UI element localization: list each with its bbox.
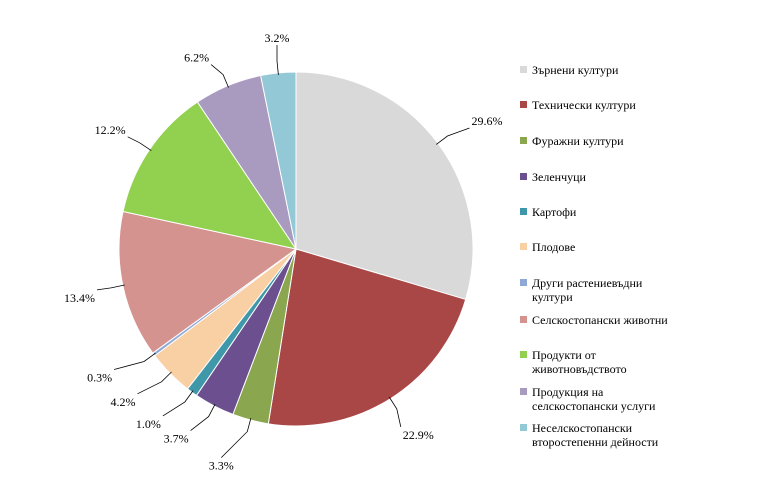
legend-entry-label: Зърнени култури	[532, 63, 619, 77]
legend-entry-label: Селскостопански животни	[532, 313, 668, 327]
legend-swatch	[520, 101, 527, 108]
legend-entry-label: Зеленчуци	[532, 170, 587, 184]
legend-entry-label: Картофи	[532, 205, 577, 219]
legend-swatch	[520, 388, 527, 395]
pie-value-label: 22.9%	[403, 428, 434, 442]
legend-entry-label: Продукти от	[532, 348, 597, 362]
leader-line	[137, 371, 172, 395]
pie-value-label: 0.3%	[87, 371, 112, 385]
legend-swatch	[520, 351, 527, 358]
legend-entry-label: Технически култури	[532, 98, 636, 112]
pie-value-label: 3.7%	[164, 432, 189, 446]
legend-swatch	[520, 66, 527, 73]
leader-line	[221, 417, 252, 458]
pie-value-label: 6.2%	[184, 51, 209, 65]
legend-entry-label: Плодове	[532, 240, 575, 254]
legend-swatch	[520, 137, 527, 144]
pie-value-label: 3.2%	[265, 31, 290, 45]
pie-slices	[118, 71, 474, 427]
legend-entry-label: Фуражни култури	[532, 134, 624, 148]
pie-value-label: 13.4%	[64, 291, 95, 305]
legend-entry-label: Неселскостопански	[532, 421, 633, 435]
pie-value-label: 12.2%	[95, 123, 126, 137]
pie-value-labels: 29.6% 22.9% 3.3% 3.7%1.0%4.2% 0.3% 13.4% 12.2%…	[64, 31, 502, 473]
leader-line	[276, 45, 279, 75]
legend-entry-label: второстепенни дейности	[532, 435, 659, 449]
leader-line	[436, 127, 470, 145]
legend-entry-label: култури	[532, 290, 573, 304]
leader-line	[113, 352, 156, 370]
pie-value-label: 4.2%	[111, 395, 136, 409]
legend-entry-label: Други растениевъдни	[532, 276, 643, 290]
legend: Зърнени култури Технически култури Фуражни…	[520, 63, 668, 449]
legend-swatch	[520, 243, 527, 250]
leader-line	[190, 404, 216, 431]
leader-line	[388, 396, 402, 427]
legend-entry-label: животновъдството	[531, 362, 627, 376]
legend-swatch	[520, 424, 527, 431]
pie-value-label: 1.0%	[136, 417, 161, 431]
leader-line	[127, 136, 152, 151]
legend-swatch	[520, 208, 527, 215]
legend-entry-label: Продукция на	[532, 385, 604, 399]
legend-swatch	[520, 316, 527, 323]
legend-entry-label: селскостопански услуги	[532, 399, 656, 413]
pie-value-label: 3.3%	[209, 459, 234, 473]
legend-swatch	[520, 279, 527, 286]
legend-swatch	[520, 173, 527, 180]
pie-value-label: 29.6%	[471, 114, 502, 128]
leader-line	[96, 284, 125, 291]
leader-line	[162, 390, 194, 417]
leader-line	[210, 64, 229, 88]
